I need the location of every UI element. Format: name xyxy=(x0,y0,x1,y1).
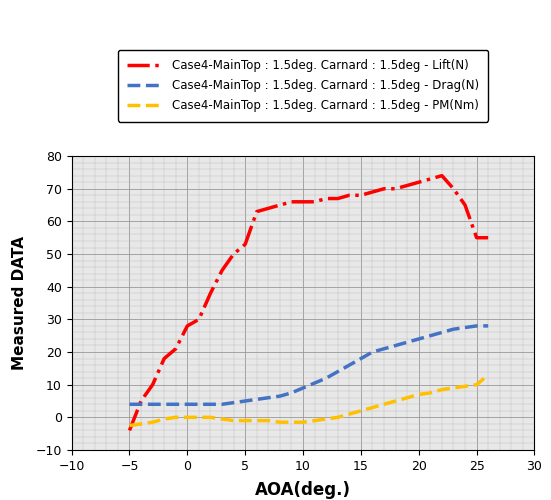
Legend: Case4-MainTop : 1.5deg. Carnard : 1.5deg - Lift(N), Case4-MainTop : 1.5deg. Carn: Case4-MainTop : 1.5deg. Carnard : 1.5deg… xyxy=(117,50,489,122)
X-axis label: AOA(deg.): AOA(deg.) xyxy=(255,481,351,499)
Y-axis label: Measured DATA: Measured DATA xyxy=(12,236,27,370)
